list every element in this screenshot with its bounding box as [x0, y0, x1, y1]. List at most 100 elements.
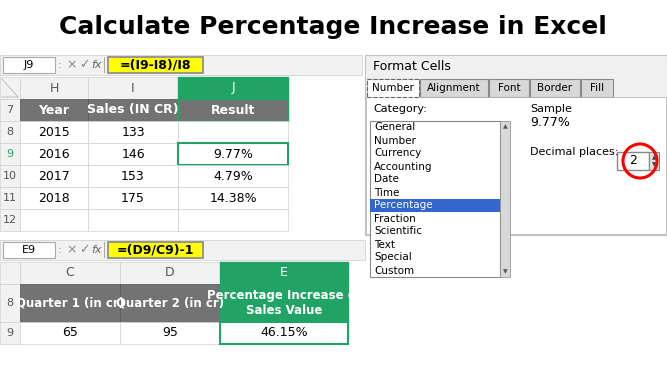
Text: ▲: ▲	[652, 155, 656, 160]
Text: Number: Number	[372, 83, 414, 93]
Text: 9.77%: 9.77%	[213, 147, 253, 160]
Bar	[20, 143, 88, 165]
Text: 133: 133	[121, 126, 145, 139]
Text: Sales (IN CR): Sales (IN CR)	[87, 103, 179, 116]
Text: ×: ×	[67, 244, 77, 257]
Bar	[88, 77, 178, 99]
Text: Custom: Custom	[374, 265, 414, 275]
Bar	[108, 57, 203, 73]
Bar	[88, 121, 178, 143]
Bar	[88, 165, 178, 187]
Bar	[88, 99, 178, 121]
Text: 12: 12	[3, 215, 17, 225]
Text: Percentage Increase of
Sales Value: Percentage Increase of Sales Value	[207, 289, 361, 317]
Text: ✓: ✓	[79, 59, 89, 72]
Text: D: D	[165, 267, 175, 280]
Text: Font: Font	[498, 83, 520, 93]
Text: ▲: ▲	[503, 124, 508, 129]
Text: Decimal places:: Decimal places:	[530, 147, 618, 157]
Bar	[20, 322, 120, 344]
Bar	[20, 99, 88, 121]
Bar	[0, 121, 20, 143]
Text: 2018: 2018	[38, 192, 70, 205]
Bar	[530, 79, 580, 97]
Bar	[0, 262, 20, 284]
Bar	[104, 57, 105, 73]
Bar	[20, 121, 88, 143]
Text: fx: fx	[91, 60, 101, 70]
Text: 65: 65	[62, 326, 78, 339]
Text: 2015: 2015	[38, 126, 70, 139]
Bar	[370, 199, 500, 212]
Text: General: General	[374, 123, 416, 133]
Text: =(I9-I8)/I8: =(I9-I8)/I8	[119, 59, 191, 72]
Bar	[220, 322, 348, 344]
Text: fx: fx	[91, 245, 101, 255]
Bar	[120, 322, 220, 344]
Bar	[617, 152, 649, 170]
Bar	[0, 322, 20, 344]
Bar	[20, 77, 88, 99]
Text: 9: 9	[7, 328, 13, 338]
Text: 4.79%: 4.79%	[213, 170, 253, 183]
Bar	[367, 79, 419, 97]
Bar	[0, 165, 20, 187]
Text: C: C	[65, 267, 75, 280]
Bar	[178, 165, 288, 187]
Bar	[20, 165, 88, 187]
Text: J: J	[231, 82, 235, 95]
Bar	[20, 209, 88, 231]
Text: ×: ×	[67, 59, 77, 72]
Text: Year: Year	[39, 103, 69, 116]
Text: Special: Special	[374, 252, 412, 262]
Bar	[178, 121, 288, 143]
Text: 10: 10	[3, 171, 17, 181]
Bar	[0, 77, 20, 99]
Bar	[178, 143, 288, 165]
Bar	[3, 242, 55, 258]
Bar	[0, 240, 365, 260]
Text: 2: 2	[629, 154, 637, 167]
Text: Result: Result	[211, 103, 255, 116]
Bar	[365, 55, 667, 235]
Text: E: E	[280, 267, 288, 280]
Text: 14.38%: 14.38%	[209, 192, 257, 205]
Bar	[220, 262, 348, 284]
Text: 2017: 2017	[38, 170, 70, 183]
Text: 11: 11	[3, 193, 17, 203]
Bar	[0, 209, 20, 231]
Text: 153: 153	[121, 170, 145, 183]
Bar	[120, 262, 220, 284]
Text: ✓: ✓	[79, 244, 89, 257]
Bar	[88, 209, 178, 231]
Text: ▼: ▼	[503, 270, 508, 275]
Text: Accounting: Accounting	[374, 162, 432, 172]
Text: :: :	[58, 245, 62, 255]
Bar	[0, 99, 20, 121]
Bar	[178, 77, 288, 99]
Bar	[0, 143, 20, 165]
Text: Format Cells: Format Cells	[373, 61, 451, 74]
Text: Alignment: Alignment	[427, 83, 481, 93]
Text: J9: J9	[24, 60, 34, 70]
Text: Quarter 2 (in cr): Quarter 2 (in cr)	[116, 296, 224, 309]
Text: H: H	[49, 82, 59, 95]
Text: 46.15%: 46.15%	[260, 326, 307, 339]
Text: Quarter 1 (in cr): Quarter 1 (in cr)	[16, 296, 124, 309]
Text: Number: Number	[374, 136, 416, 146]
Text: Date: Date	[374, 175, 399, 185]
Bar	[581, 79, 613, 97]
Text: Percentage: Percentage	[374, 200, 433, 211]
Text: Time: Time	[374, 188, 400, 198]
Text: E9: E9	[22, 245, 36, 255]
Bar	[0, 284, 20, 322]
Bar	[20, 187, 88, 209]
Text: =(D9/C9)-1: =(D9/C9)-1	[116, 244, 193, 257]
Text: 7: 7	[7, 105, 13, 115]
Text: 9: 9	[7, 149, 13, 159]
Bar	[420, 79, 488, 97]
Text: Fill: Fill	[590, 83, 604, 93]
Text: Text: Text	[374, 239, 395, 249]
Text: :: :	[58, 60, 62, 70]
Bar	[370, 121, 500, 277]
